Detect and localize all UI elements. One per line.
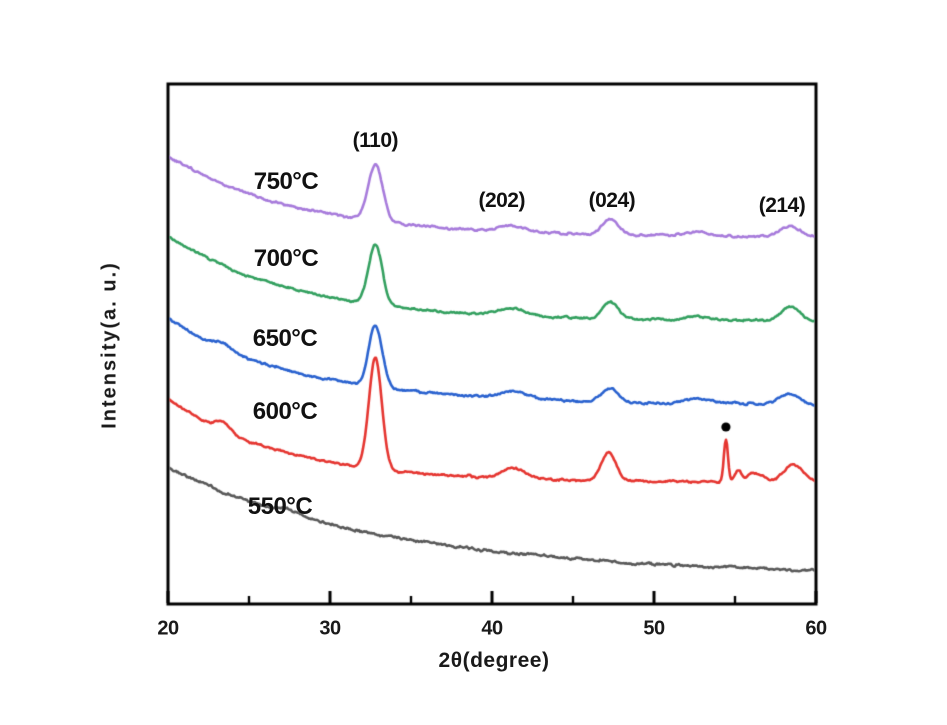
peak-label-110: (110) — [352, 129, 399, 152]
curve-label-550: 550°C — [247, 493, 313, 520]
x-tick-label-40: 40 — [481, 617, 503, 640]
x-tick-label-60: 60 — [805, 617, 827, 640]
curve-label-650: 650°C — [252, 325, 318, 352]
x-tick-label-30: 30 — [319, 617, 341, 640]
peak-label-024: (024) — [588, 189, 636, 212]
y-axis-title: Intensity(a. u.) — [98, 261, 121, 429]
peak-label-214: (214) — [758, 194, 806, 217]
x-tick-label-20: 20 — [157, 617, 179, 640]
curve-label-750: 750°C — [253, 168, 319, 195]
x-tick-label-50: 50 — [643, 617, 665, 640]
x-axis-title: 2θ(degree) — [438, 649, 550, 672]
curve-label-600: 600°C — [252, 398, 318, 425]
peak-label-202: (202) — [478, 189, 525, 212]
curve-label-700: 700°C — [253, 245, 319, 272]
